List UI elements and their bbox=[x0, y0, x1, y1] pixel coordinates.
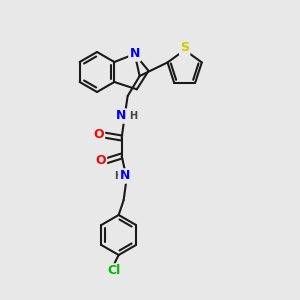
Text: N: N bbox=[119, 169, 130, 182]
Text: O: O bbox=[95, 154, 106, 167]
Text: H: H bbox=[129, 111, 137, 121]
Text: N: N bbox=[130, 47, 140, 61]
Text: S: S bbox=[180, 41, 189, 55]
Text: O: O bbox=[93, 128, 104, 142]
Text: N: N bbox=[116, 110, 126, 122]
Text: H: H bbox=[115, 171, 123, 181]
Text: Cl: Cl bbox=[107, 265, 120, 278]
